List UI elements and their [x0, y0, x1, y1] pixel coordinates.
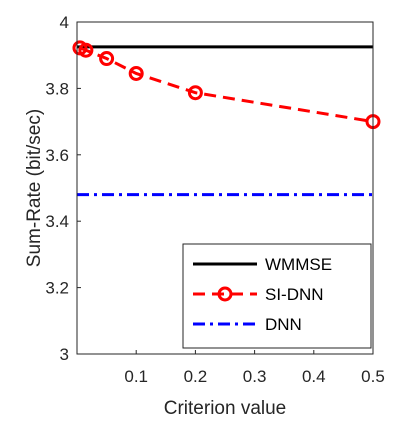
- legend-label-wmmse: WMMSE: [265, 255, 332, 274]
- legend-marker: [217, 286, 233, 302]
- legend-label-si-dnn: SI-DNN: [265, 285, 324, 304]
- legend: WMMSE SI-DNN DNN: [182, 243, 372, 349]
- x-axis-label: Criterion value: [164, 398, 287, 419]
- series-line-si-dnn: [79, 46, 374, 124]
- x-tick-label: 0.1: [124, 367, 148, 386]
- legend-box: [182, 243, 372, 349]
- ticks-layer: 0.1 0.2 0.3 0.4 0.5 3 3.2 3.4 3.6 3.8 4: [45, 13, 384, 386]
- x-tick-label: 0.4: [302, 367, 326, 386]
- x-tick-label: 0.5: [361, 367, 385, 386]
- data-point: [78, 42, 94, 58]
- y-tick-label: 4: [60, 13, 69, 32]
- series-layer: [72, 40, 381, 197]
- y-tick-label: 3.4: [45, 212, 69, 231]
- y-axis-label: Sum-Rate (bit/sec): [24, 109, 45, 267]
- legend-label-dnn: DNN: [265, 315, 302, 334]
- y-tick-label: 3.6: [45, 146, 69, 165]
- x-tick-label: 0.2: [184, 367, 208, 386]
- data-point: [128, 65, 144, 81]
- y-tick-label: 3: [60, 345, 69, 364]
- data-point: [99, 51, 115, 67]
- y-tick-label: 3.8: [45, 79, 69, 98]
- data-point: [187, 85, 203, 101]
- y-tick-label: 3.2: [45, 279, 69, 298]
- x-tick-label: 0.3: [243, 367, 267, 386]
- plot-frame: [76, 21, 374, 355]
